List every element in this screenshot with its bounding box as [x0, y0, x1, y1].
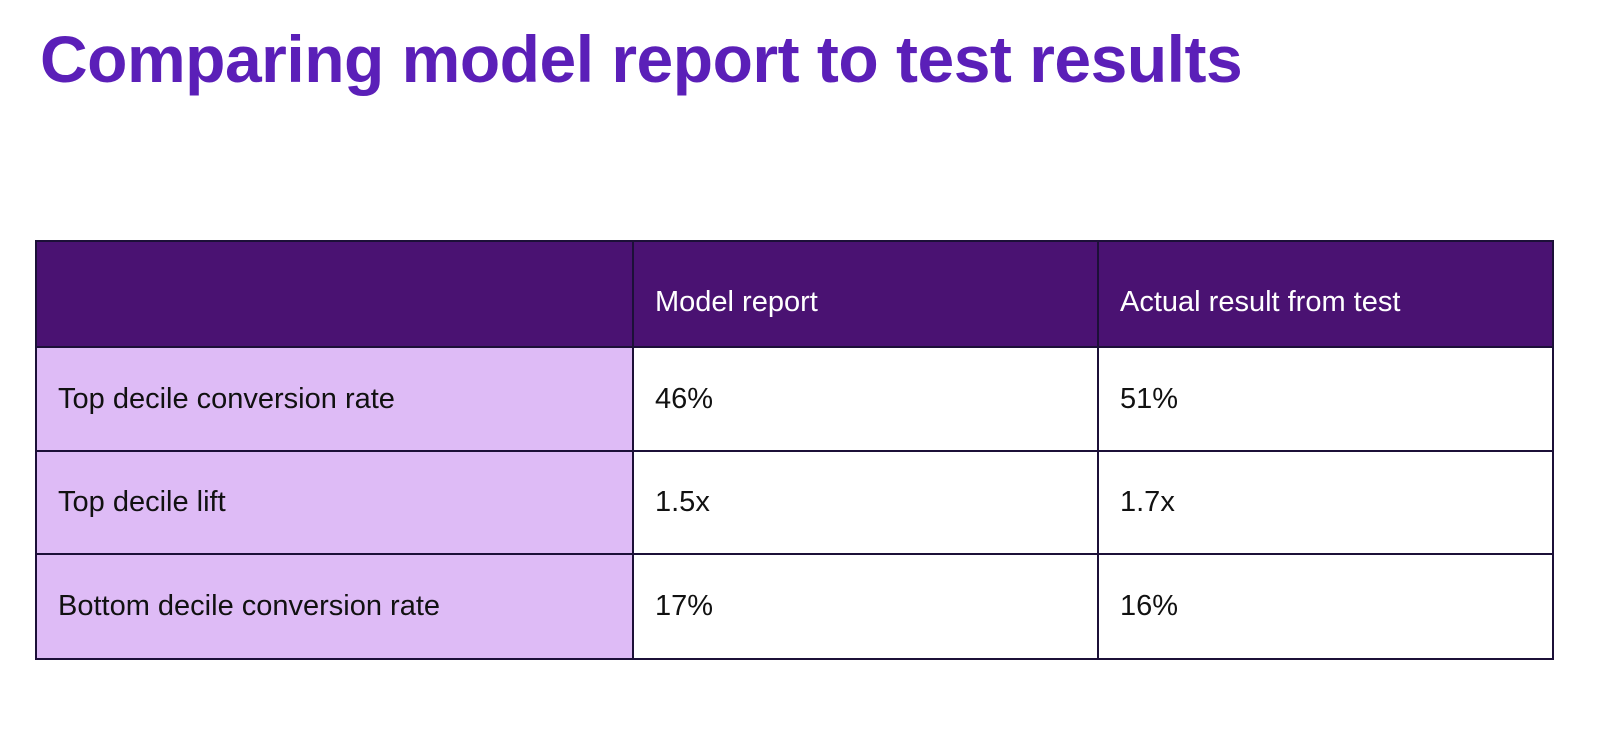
page-title: Comparing model report to test results — [40, 22, 1243, 96]
row-label-bottom-decile-conversion-rate: Bottom decile conversion rate — [37, 555, 634, 658]
header-cell-actual-result: Actual result from test — [1099, 242, 1552, 348]
header-cell-blank — [37, 242, 634, 348]
row-label-top-decile-conversion-rate: Top decile conversion rate — [37, 348, 634, 452]
model-report-cell-bottom-decile-conversion-rate: 17% — [634, 555, 1099, 658]
row-label-top-decile-lift: Top decile lift — [37, 452, 634, 555]
model-report-cell-top-decile-lift: 1.5x — [634, 452, 1099, 555]
actual-result-cell-bottom-decile-conversion-rate: 16% — [1099, 555, 1552, 658]
comparison-table: Model report Actual result from test Top… — [35, 240, 1554, 660]
actual-result-cell-top-decile-conversion-rate: 51% — [1099, 348, 1552, 452]
header-cell-model-report: Model report — [634, 242, 1099, 348]
actual-result-cell-top-decile-lift: 1.7x — [1099, 452, 1552, 555]
model-report-cell-top-decile-conversion-rate: 46% — [634, 348, 1099, 452]
